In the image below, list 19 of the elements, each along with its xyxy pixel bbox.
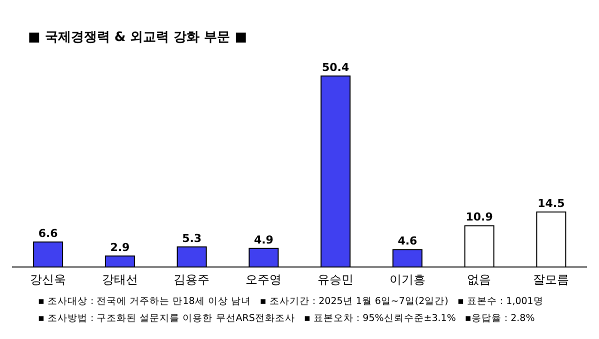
x-tick-label: 김용주 xyxy=(174,272,210,287)
x-tick-label: 잘모름 xyxy=(533,272,570,287)
x-tick-label: 오주영 xyxy=(246,272,282,287)
text: ▪ 조사방법 : 구조화된 설문지를 이용한 무선ARS전화조사 ▪ 표본오차 : 95%신뢰수준±3.1% ▪응답율 : 2.8% xyxy=(38,312,536,326)
data-label: 4.6 xyxy=(398,234,418,248)
data-label: 10.9 xyxy=(466,210,493,224)
data-label: 50.4 xyxy=(322,61,350,74)
data-label: 6.6 xyxy=(38,226,58,240)
data-label: 14.5 xyxy=(538,197,565,210)
x-tick-label: 강태선 xyxy=(102,272,138,287)
chart-title: ■ 국제경쟁력 & 외교력 강화 부문 ■ xyxy=(28,29,248,46)
x-tick-label: 이기흥 xyxy=(389,272,426,287)
data-label: 5.3 xyxy=(182,232,202,245)
x-tick-label: 강신욱 xyxy=(30,272,66,287)
data-label: 4.9 xyxy=(254,233,274,246)
x-tick-label: 없음 xyxy=(467,272,492,287)
text: ▪ 조사대상 : 전국에 거주하는 만18세 이상 남녀 ▪ 조사기간 : 2025년 1월 6일~7일(2일간) ▪ 표본수 : 1,001명 xyxy=(38,295,544,309)
x-tick-label: 유승민 xyxy=(317,272,354,287)
data-label: 2.9 xyxy=(110,241,130,254)
